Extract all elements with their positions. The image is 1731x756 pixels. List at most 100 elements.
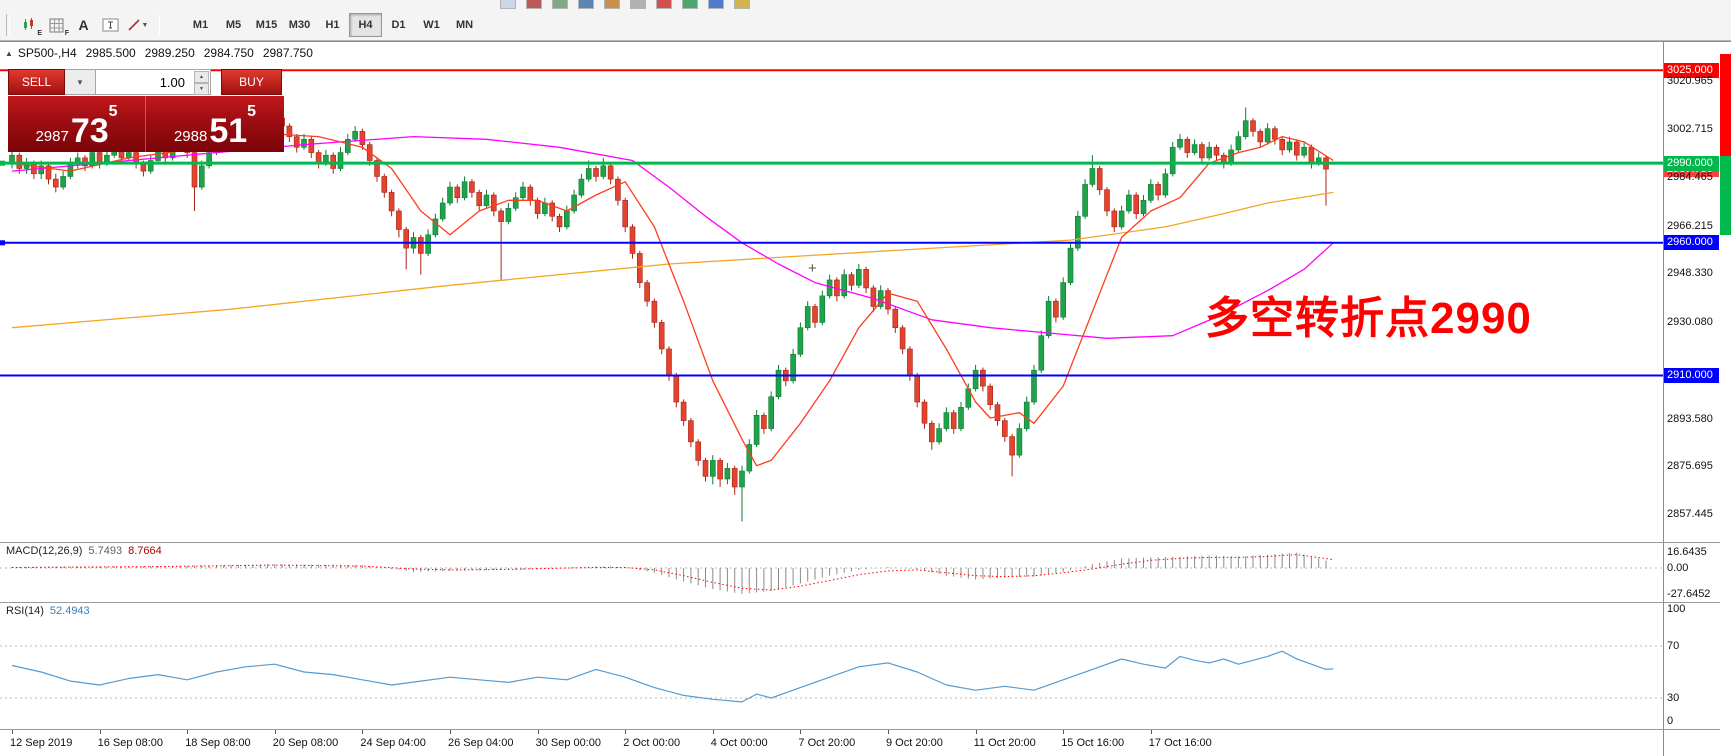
sell-button[interactable]: SELL	[8, 69, 65, 95]
timeframe-group: M1 M5 M15 M30 H1 H4 D1 W1 MN	[184, 13, 481, 37]
rsi-name: RSI(14)	[6, 605, 44, 617]
tf-button-h4[interactable]: H4	[349, 13, 382, 37]
price-axis-label: 3002.715	[1667, 122, 1713, 135]
ohlc-close: 2987.750	[262, 46, 313, 60]
macd-axis-label: 0.00	[1667, 562, 1689, 574]
toolbar-grip[interactable]	[6, 14, 10, 36]
time-axis-tick	[1063, 730, 1065, 734]
price-tiles-row: 2987 73 5 2988 51 5	[8, 96, 284, 152]
grid-icon	[49, 18, 64, 32]
time-axis-label: 9 Oct 20:00	[886, 737, 943, 749]
time-axis-tick	[450, 730, 451, 734]
toolbar-separator	[159, 14, 160, 36]
price-axis-label: 3020.965	[1667, 74, 1713, 87]
rsi-axis-label: 30	[1667, 692, 1680, 704]
stepper-down-icon[interactable]: ▼	[194, 83, 209, 95]
ma-mid-magenta-line	[11, 135, 1334, 339]
letter-a-icon: A	[78, 17, 89, 33]
candlestick-mini-icon	[23, 18, 33, 30]
chart-annotation-text[interactable]: 多空转折点2990	[1205, 294, 1532, 343]
volume-input[interactable]	[96, 70, 188, 94]
ask-prefix: 2988	[173, 128, 208, 146]
strip-red-segment	[1720, 54, 1731, 156]
time-axis-label: 18 Sep 08:00	[185, 737, 251, 749]
rsi-value: 52.4943	[49, 605, 90, 617]
time-axis-tick	[1150, 730, 1152, 734]
rsi-axis-label: 70	[1667, 640, 1680, 652]
time-axis-tick	[712, 730, 714, 734]
macd-signal-value: 8.7664	[128, 545, 162, 557]
macd-main-value: 5.7493	[88, 545, 123, 557]
time-axis-tick	[800, 730, 802, 734]
price-axis-label: 2893.580	[1667, 412, 1713, 425]
strip-green-segment	[1720, 156, 1731, 235]
clipped-toolbar-icon	[708, 0, 724, 9]
tf-button-mn[interactable]: MN	[448, 13, 481, 37]
macd-name: MACD(12,26,9)	[6, 545, 83, 557]
ask-price-tile[interactable]: 2988 51 5	[146, 96, 284, 152]
time-axis-label: 26 Sep 04:00	[448, 737, 514, 749]
price-level-tag: 2910.000	[1664, 368, 1719, 383]
time-axis-label: 24 Sep 04:00	[360, 737, 426, 749]
rsi-axis-label: 0	[1667, 715, 1674, 727]
price-axis-label: 2984.465	[1667, 171, 1713, 184]
chevron-down-icon: ▼	[141, 21, 149, 29]
bid-prefix: 2987	[35, 128, 69, 146]
grid-button[interactable]: F	[43, 13, 70, 37]
rsi-label: RSI(14) 52.4943	[6, 605, 90, 617]
time-axis[interactable]: 12 Sep 2019 16 Sep 08:00 18 Sep 08:00 20 Se…	[0, 730, 1731, 756]
price-axis-label: 2930.080	[1667, 315, 1713, 328]
macd-axis: 16.6435 0.00 -27.6452	[1664, 543, 1720, 602]
chart-plot-area[interactable]: ▲ SP500-,H4 2985.500 2989.250 2984.750 2…	[0, 44, 1663, 544]
tf-button-m1[interactable]: M1	[184, 13, 217, 37]
rsi-axis-label: 100	[1667, 603, 1686, 615]
clipped-toolbar-icon	[500, 0, 516, 9]
tf-button-d1[interactable]: D1	[382, 13, 415, 37]
price-level-tag: 3025.000	[1664, 62, 1719, 78]
tf-button-h1[interactable]: H1	[316, 13, 349, 37]
time-axis-tick	[362, 730, 364, 734]
macd-axis-label: 16.6435	[1667, 546, 1707, 558]
tf-button-m15[interactable]: M15	[250, 13, 283, 37]
ohlc-low: 2984.750	[203, 46, 254, 60]
time-axis-tick	[274, 730, 276, 734]
toolbar-main: E F A ▼	[6, 11, 481, 39]
clipped-toolbar-icon	[578, 0, 594, 9]
chart-header: ▲ SP500-,H4 2985.500 2989.250 2984.750 2…	[5, 46, 313, 60]
tf-button-m5[interactable]: M5	[217, 13, 250, 37]
stepper-up-icon[interactable]: ▲	[194, 71, 209, 83]
bid-price-tile[interactable]: 2987 73 5	[8, 96, 146, 152]
price-axis-label: 2875.695	[1667, 460, 1713, 473]
price-axis[interactable]: 2987.7503025.0002990.0002960.0002910.000…	[1664, 42, 1720, 542]
time-axis-label: 4 Oct 00:00	[710, 737, 768, 749]
time-axis-label: 30 Sep 00:00	[535, 737, 602, 749]
ma-slow-orange-line	[11, 191, 1334, 329]
macd-histogram	[11, 552, 1327, 594]
tf-button-w1[interactable]: W1	[415, 13, 448, 37]
one-click-trading-panel: SELL ▼ ▲ ▼ BUY 2987 73 5	[8, 69, 284, 152]
icon-sub-letter: F	[64, 30, 69, 37]
line-style-button[interactable]: ▼	[124, 13, 151, 37]
macd-chart	[0, 552, 1663, 594]
indicator-chart-button[interactable]: E	[16, 13, 43, 37]
candles-series	[9, 107, 1329, 522]
buy-button[interactable]: BUY	[221, 69, 282, 95]
price-axis-label: 2857.445	[1667, 508, 1713, 521]
time-axis-label: 15 Oct 16:00	[1061, 737, 1125, 749]
bid-big-digits: 73	[70, 111, 109, 150]
time-axis-tick	[888, 730, 889, 734]
time-axis-label: 2 Oct 00:00	[623, 737, 681, 749]
tf-button-m30[interactable]: M30	[283, 13, 316, 37]
clipped-toolbar-icon	[734, 0, 750, 9]
panel-separator	[0, 602, 1731, 603]
volume-field: ▲ ▼	[96, 69, 211, 95]
price-level-tag: 2960.000	[1664, 235, 1719, 251]
collapse-triangle-icon[interactable]: ▲	[5, 48, 13, 58]
text-box-button[interactable]	[97, 13, 124, 37]
order-options-dropdown[interactable]: ▼	[65, 69, 96, 95]
icon-sub-letter: E	[37, 30, 42, 37]
rsi-line	[11, 650, 1334, 703]
time-axis-tick	[187, 730, 189, 734]
text-label-button[interactable]: A	[70, 13, 97, 37]
clipped-toolbar-icon	[630, 0, 646, 9]
